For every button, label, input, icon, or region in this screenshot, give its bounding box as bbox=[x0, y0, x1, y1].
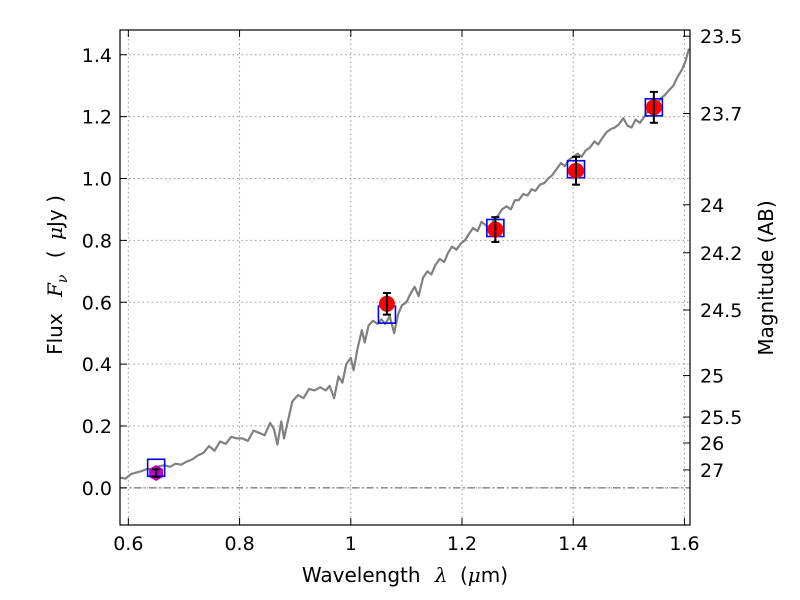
y-tick-label: 0.6 bbox=[82, 292, 112, 314]
x-axis-label-unit-symbol: μ bbox=[468, 563, 481, 587]
right-tick-label: 27 bbox=[700, 460, 724, 482]
right-axis-label: Magnitude (AB) bbox=[754, 200, 778, 355]
axis-ticks: 0.6 0.8 1 1.2 1.4 1.6 0.0 0.2 0.4 0.6 0.8 1.0 1.2 1.4… bbox=[82, 26, 743, 555]
y-tick-label: 0.2 bbox=[82, 416, 112, 438]
photometry-markers bbox=[146, 90, 664, 481]
grid bbox=[120, 30, 690, 525]
right-tick-label: 23.5 bbox=[700, 26, 742, 48]
x-tick-label: 0.6 bbox=[113, 533, 143, 555]
y-axis-label-symbol: F bbox=[43, 282, 67, 298]
model-spectrum-line bbox=[119, 48, 690, 480]
y-axis-label-unit-open: ( bbox=[43, 250, 67, 258]
x-axis-label-unit-close: m) bbox=[481, 563, 508, 587]
x-tick-label: 1.2 bbox=[447, 533, 477, 555]
right-tick-label: 25.5 bbox=[700, 407, 742, 429]
right-tick-label: 23.7 bbox=[700, 104, 742, 126]
y-tick-label: 0.8 bbox=[82, 230, 112, 252]
y-axis-label: Flux Fν ( μJy ) bbox=[43, 195, 72, 355]
x-tick-label: 0.8 bbox=[224, 533, 254, 555]
plot-frame bbox=[119, 29, 691, 526]
x-axis-label-prefix: Wavelength bbox=[302, 563, 421, 587]
x-tick-label: 1.6 bbox=[669, 533, 699, 555]
plot-background bbox=[120, 30, 690, 525]
y-axis-label-prefix: Flux bbox=[43, 313, 67, 355]
y-axis-label-unit-symbol: μ bbox=[43, 227, 67, 240]
y-tick-label: 1.4 bbox=[82, 45, 112, 67]
y-tick-label: 0.0 bbox=[82, 478, 112, 500]
x-tick-label: 1 bbox=[345, 533, 357, 555]
right-tick-label: 24.5 bbox=[700, 300, 742, 322]
right-tick-label: 25 bbox=[700, 366, 724, 388]
y-tick-label: 1.0 bbox=[82, 169, 112, 191]
right-tick-label: 26 bbox=[700, 433, 724, 455]
y-tick-label: 1.2 bbox=[82, 107, 112, 129]
right-tick-label: 24.2 bbox=[700, 243, 742, 265]
y-tick-label: 0.4 bbox=[82, 354, 112, 376]
y-axis-label-unit-close: Jy ) bbox=[43, 195, 67, 229]
y-axis-label-subscript: ν bbox=[55, 274, 71, 283]
right-tick-label: 24 bbox=[700, 195, 724, 217]
x-tick-label: 1.4 bbox=[558, 533, 588, 555]
x-axis-label-symbol: λ bbox=[434, 563, 448, 587]
x-axis-label: Wavelength λ (μm) bbox=[302, 563, 508, 587]
x-axis-label-unit-open: ( bbox=[460, 563, 468, 587]
